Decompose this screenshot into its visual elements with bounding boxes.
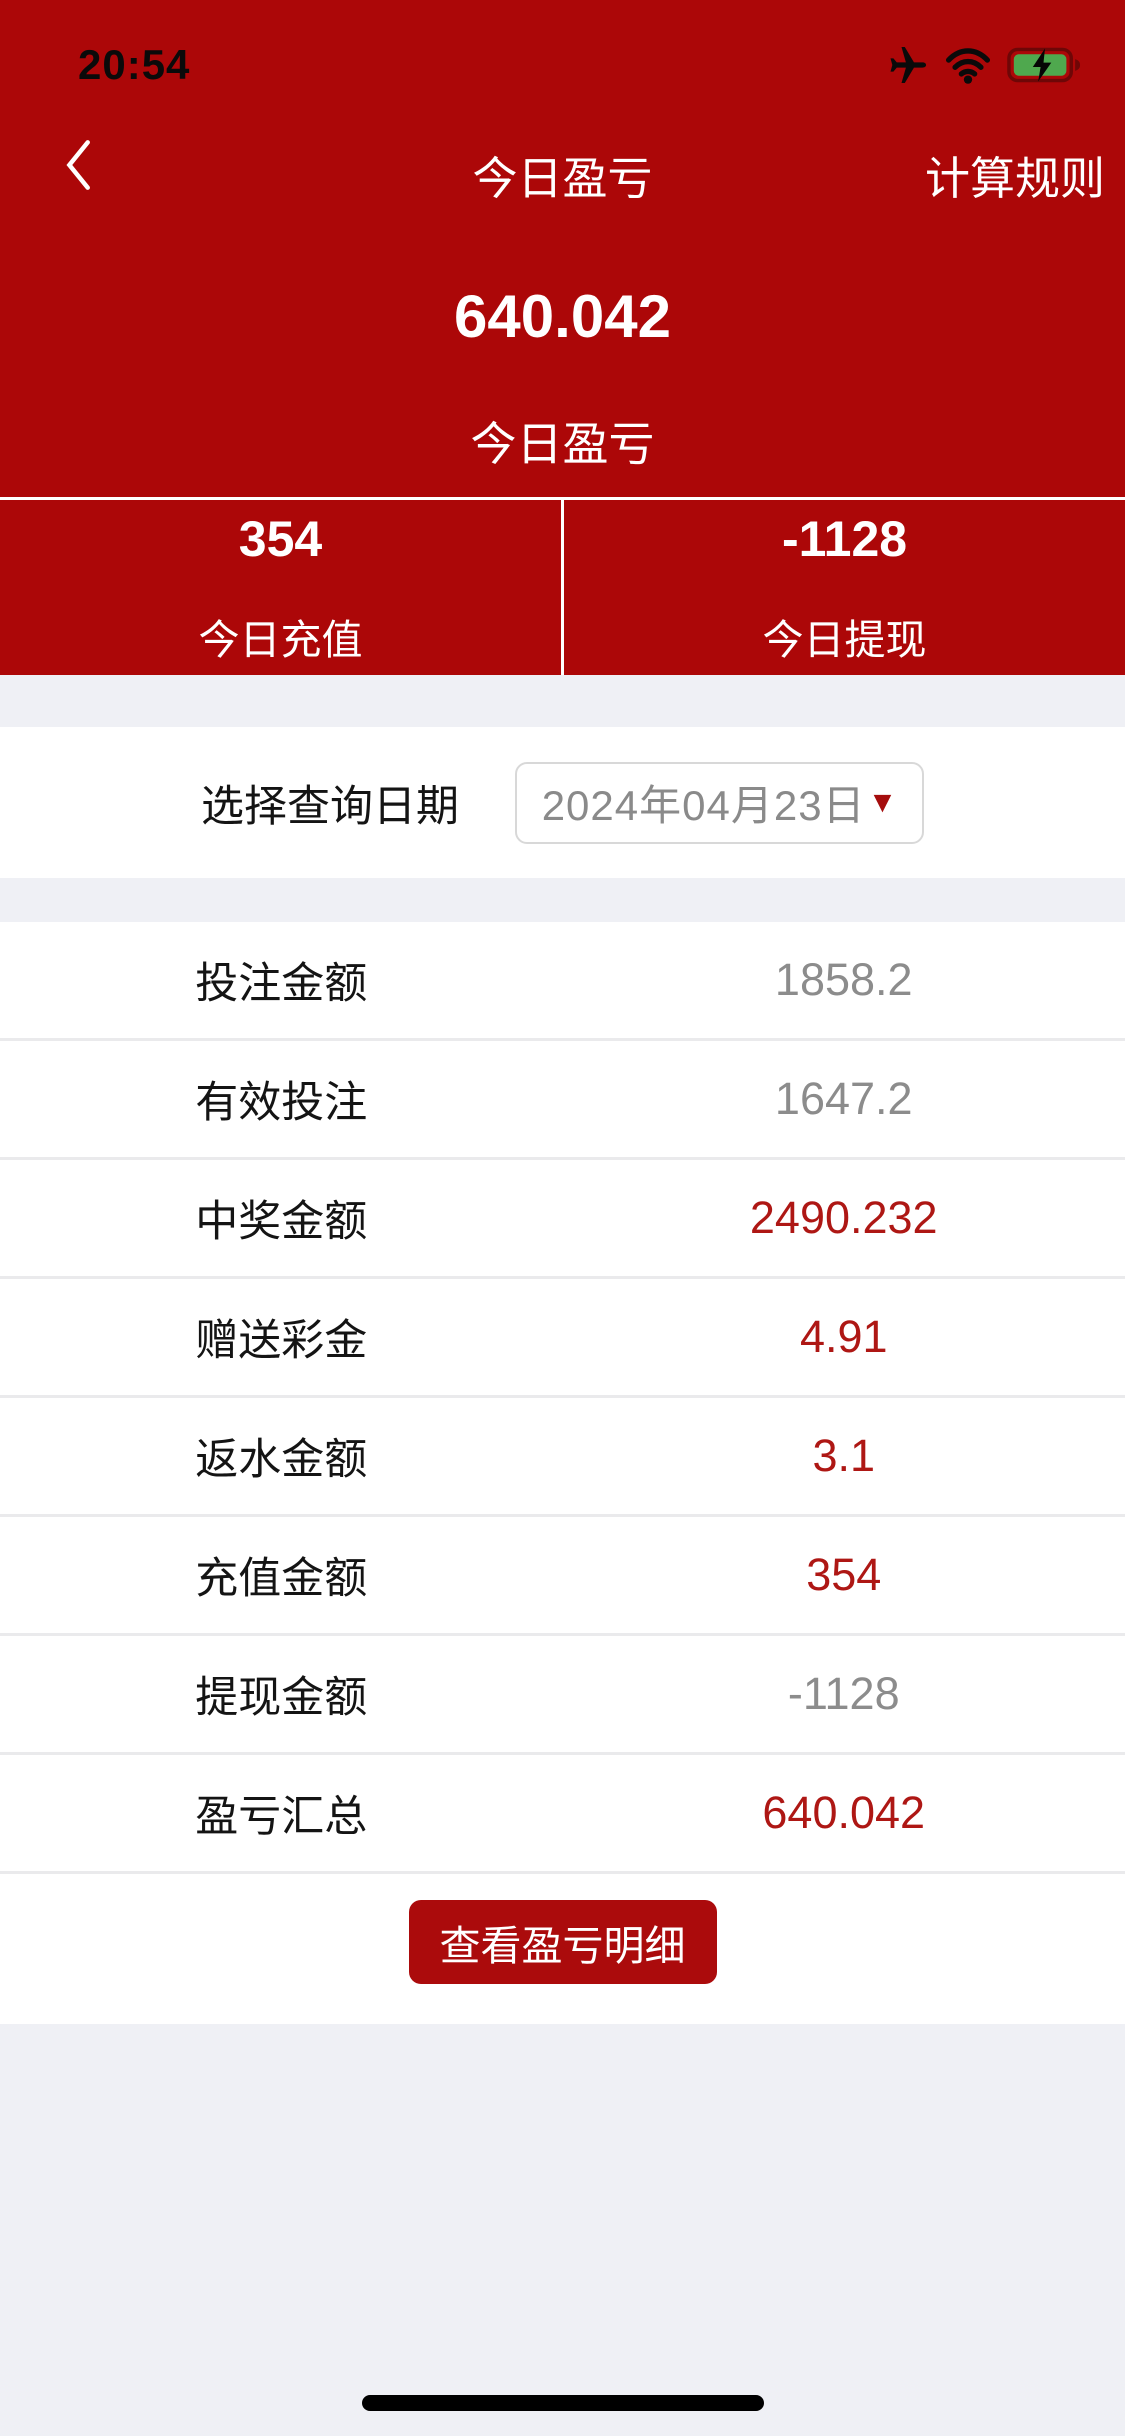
view-details-button[interactable]: 查看盈亏明细 <box>408 1900 717 1984</box>
stat-value: 1858.2 <box>774 954 913 1005</box>
stat-label: 有效投注 <box>195 1079 368 1127</box>
wifi-icon <box>945 46 991 84</box>
stat-row: 赠送彩金 4.91 <box>0 1279 1125 1398</box>
stat-value: -1128 <box>787 1668 900 1719</box>
status-icons <box>885 43 1081 87</box>
stat-label: 返水金额 <box>195 1436 368 1484</box>
nav-bar: 今日盈亏 计算规则 <box>0 134 1125 204</box>
deposit-label: 今日充值 <box>198 616 363 663</box>
stat-row: 投注金额 1858.2 <box>0 922 1125 1041</box>
back-chevron-icon <box>64 139 92 194</box>
deposit-withdraw-summary: 354 今日充值 -1128 今日提现 <box>0 500 1125 675</box>
date-value: 2024年04月23日 <box>541 782 866 829</box>
stat-value: 1647.2 <box>774 1073 913 1124</box>
stat-row: 有效投注 1647.2 <box>0 1041 1125 1160</box>
stat-label: 提现金额 <box>195 1674 368 1722</box>
section-gap <box>0 675 1125 727</box>
withdraw-value: -1128 <box>781 510 908 567</box>
stat-row: 充值金额 354 <box>0 1517 1125 1636</box>
stat-row: 返水金额 3.1 <box>0 1398 1125 1517</box>
vertical-divider <box>561 500 564 675</box>
section-gap <box>0 878 1125 922</box>
deposit-panel: 354 今日充值 <box>0 500 561 675</box>
header: 20:54 <box>0 0 1125 497</box>
withdraw-panel: -1128 今日提现 <box>564 500 1125 675</box>
stat-row: 中奖金额 2490.232 <box>0 1160 1125 1279</box>
dropdown-triangle-icon: ▼ <box>867 785 898 819</box>
calc-rules-link[interactable]: 计算规则 <box>924 153 1105 204</box>
date-picker-row: 选择查询日期 2024年04月23日 ▼ <box>0 727 1125 878</box>
stat-label: 赠送彩金 <box>195 1317 368 1365</box>
stat-value: 640.042 <box>762 1787 926 1838</box>
stat-label: 中奖金额 <box>195 1198 368 1246</box>
today-profit-value: 640.042 <box>454 283 671 350</box>
deposit-value: 354 <box>238 510 323 567</box>
stat-label: 投注金额 <box>195 960 368 1008</box>
stats-list: 投注金额 1858.2 有效投注 1647.2 中奖金额 2490.232 赠送… <box>0 922 1125 1874</box>
stat-value: 4.91 <box>799 1311 888 1362</box>
date-select[interactable]: 2024年04月23日 ▼ <box>515 761 924 844</box>
stat-label: 充值金额 <box>195 1555 368 1603</box>
airplane-mode-icon <box>885 43 929 87</box>
stat-row: 盈亏汇总 640.042 <box>0 1755 1125 1874</box>
today-profit-label: 今日盈亏 <box>470 418 655 470</box>
status-bar: 20:54 <box>0 36 1125 94</box>
date-picker-label: 选择查询日期 <box>201 782 459 831</box>
button-section: 查看盈亏明细 <box>0 1874 1125 2024</box>
stat-value: 2490.232 <box>749 1192 938 1243</box>
battery-charging-icon <box>1007 47 1081 83</box>
withdraw-label: 今日提现 <box>762 616 927 663</box>
status-time: 20:54 <box>78 41 191 88</box>
stat-label: 盈亏汇总 <box>195 1793 368 1841</box>
stat-value: 354 <box>806 1549 882 1600</box>
stat-value: 3.1 <box>812 1430 876 1481</box>
page-title: 今日盈亏 <box>472 153 653 204</box>
home-indicator[interactable] <box>361 2395 764 2411</box>
header-divider <box>0 497 1125 500</box>
back-button[interactable] <box>58 139 98 194</box>
stat-row: 提现金额 -1128 <box>0 1636 1125 1755</box>
